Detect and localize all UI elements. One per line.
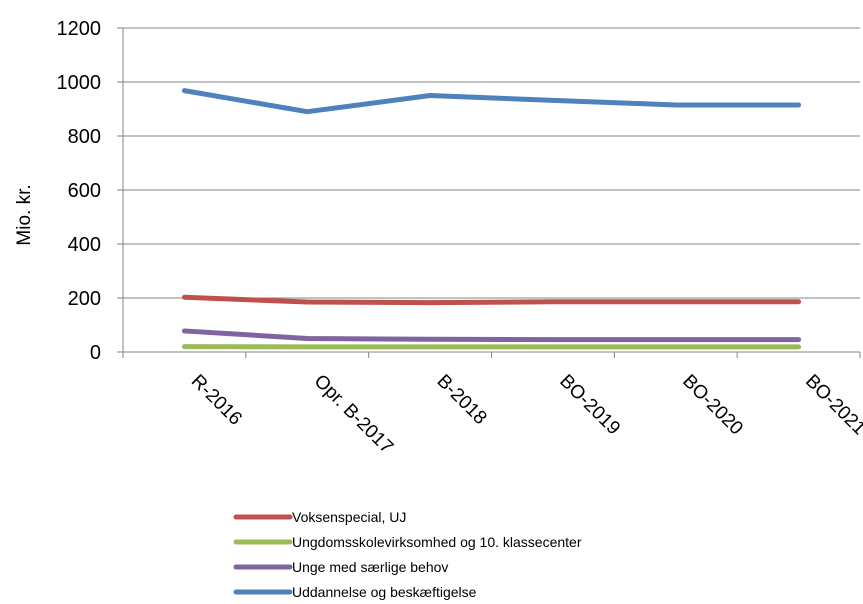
x-tick-label: Opr. B-2017	[310, 371, 397, 458]
legend-label: Ungdomsskolevirksomhed og 10. klassecent…	[292, 534, 582, 550]
x-tick-label: R-2016	[187, 371, 246, 430]
y-tick-labels: 0 200 400 600 800 1000 1200	[57, 18, 102, 364]
legend-item: Uddannelse og beskæftigelse	[233, 584, 477, 600]
series-line	[181, 88, 802, 115]
y-tick-label: 400	[68, 234, 101, 256]
legend-item: Voksenspecial, UJ	[233, 509, 406, 525]
x-tick-label: BO-2019	[555, 371, 624, 440]
y-tick-label: 200	[68, 288, 101, 310]
y-tick-label: 1200	[57, 18, 102, 40]
series-line	[181, 294, 802, 306]
series-line	[181, 328, 802, 343]
y-tick-label: 0	[90, 342, 101, 364]
legend-label: Unge med særlige behov	[292, 559, 448, 575]
legend: Voksenspecial, UJ Ungdomsskolevirksomhed…	[233, 509, 582, 600]
x-tick-label: BO-2020	[678, 371, 747, 440]
y-tick-label: 600	[68, 180, 101, 202]
legend-label: Uddannelse og beskæftigelse	[292, 584, 477, 600]
gridlines	[123, 27, 860, 299]
x-tick-labels: R-2016 Opr. B-2017 B-2018 BO-2019 BO-2020 BO-…	[187, 371, 863, 458]
legend-item: Unge med særlige behov	[233, 559, 448, 575]
y-tick-label: 1000	[57, 72, 102, 94]
series-lines	[181, 88, 802, 350]
legend-item: Ungdomsskolevirksomhed og 10. klassecent…	[233, 534, 582, 550]
x-tick-label: BO-2021	[801, 371, 863, 440]
y-tick-label: 800	[68, 126, 101, 148]
legend-label: Voksenspecial, UJ	[292, 509, 406, 525]
axes	[117, 27, 861, 358]
y-axis-label: Mio. kr.	[14, 184, 35, 245]
x-tick-label: B-2018	[433, 371, 491, 429]
